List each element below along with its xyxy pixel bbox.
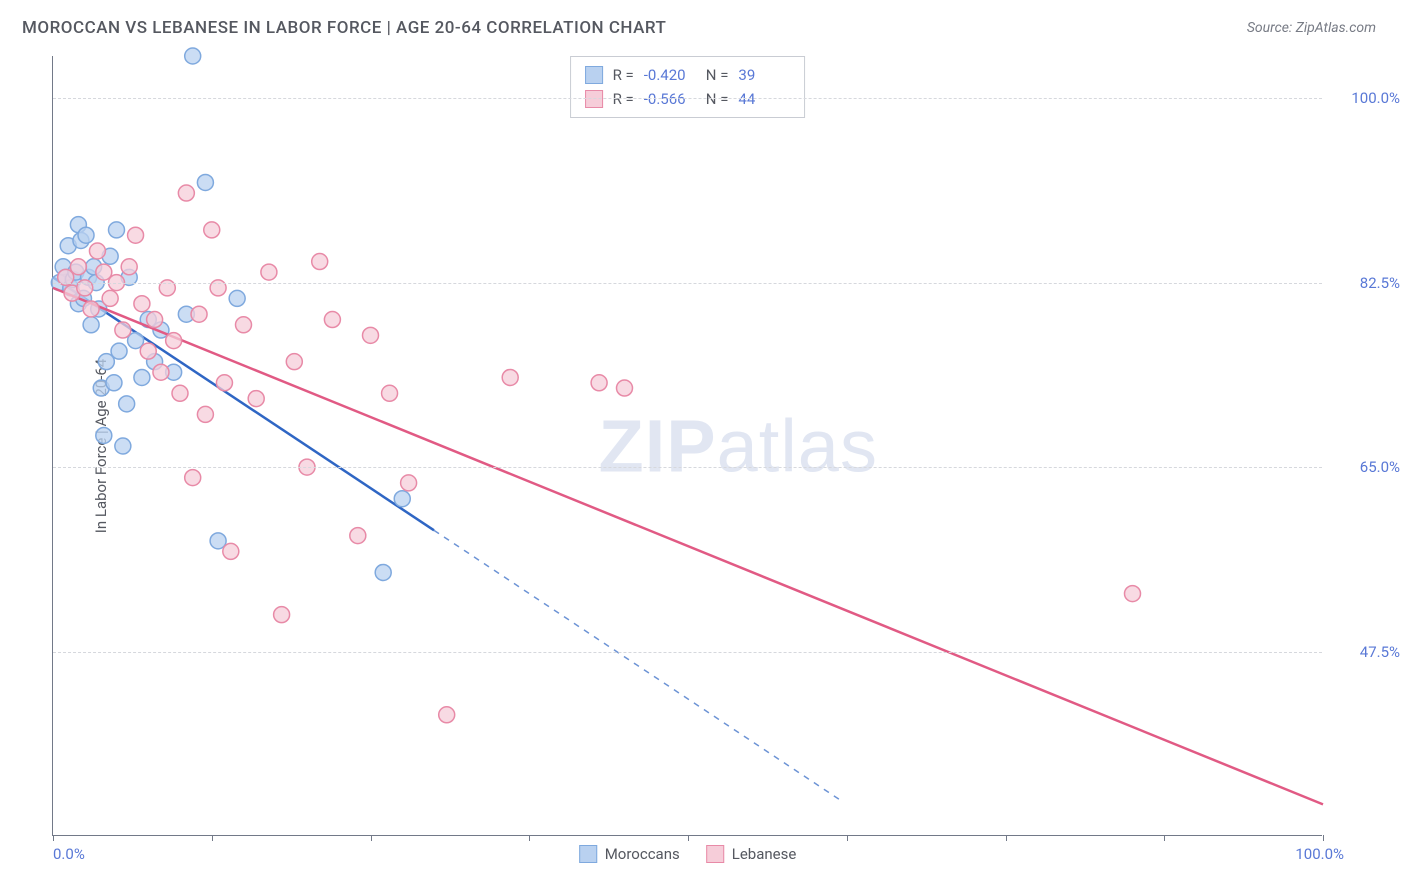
x-tick <box>847 835 848 841</box>
legend-swatch <box>706 845 724 863</box>
chart-svg <box>53 56 1322 835</box>
series-legend-item: Moroccans <box>579 845 680 863</box>
y-tick-label: 65.0% <box>1330 458 1400 476</box>
x-tick-label: 0.0% <box>53 845 85 863</box>
y-tick-label: 100.0% <box>1330 89 1400 107</box>
correlation-legend: R =-0.420N =39R =-0.566N =44 <box>570 56 806 118</box>
legend-n-label: N = <box>706 63 729 87</box>
x-tick <box>688 835 689 841</box>
x-tick <box>529 835 530 841</box>
x-tick <box>53 835 54 841</box>
series-legend-item: Lebanese <box>706 845 797 863</box>
legend-r-label: R = <box>613 63 634 87</box>
x-tick <box>1164 835 1165 841</box>
legend-swatch <box>585 66 603 84</box>
legend-row: R = -0.420 N = 39 <box>585 63 791 87</box>
x-tick <box>1006 835 1007 841</box>
gridline <box>53 283 1322 284</box>
series-legend-label: Moroccans <box>605 845 680 863</box>
x-tick <box>371 835 372 841</box>
chart-title: MOROCCAN VS LEBANESE IN LABOR FORCE | AG… <box>22 18 666 38</box>
legend-swatch <box>579 845 597 863</box>
legend-r-value: -0.420 <box>644 63 696 87</box>
y-tick-label: 82.5% <box>1330 274 1400 292</box>
source-label: Source: ZipAtlas.com <box>1247 20 1376 36</box>
gridline <box>53 467 1322 468</box>
plot-area: ZIPatlas R =-0.420N =39R =-0.566N =44 Mo… <box>52 56 1322 836</box>
x-tick-label: 100.0% <box>1295 845 1344 863</box>
legend-n-value: 39 <box>738 63 790 87</box>
gridline <box>53 652 1322 653</box>
gridline <box>53 98 1322 99</box>
series-legend: Moroccans Lebanese <box>579 845 797 863</box>
x-tick <box>1323 835 1324 841</box>
x-tick <box>212 835 213 841</box>
series-legend-label: Lebanese <box>732 845 797 863</box>
y-tick-label: 47.5% <box>1330 643 1400 661</box>
